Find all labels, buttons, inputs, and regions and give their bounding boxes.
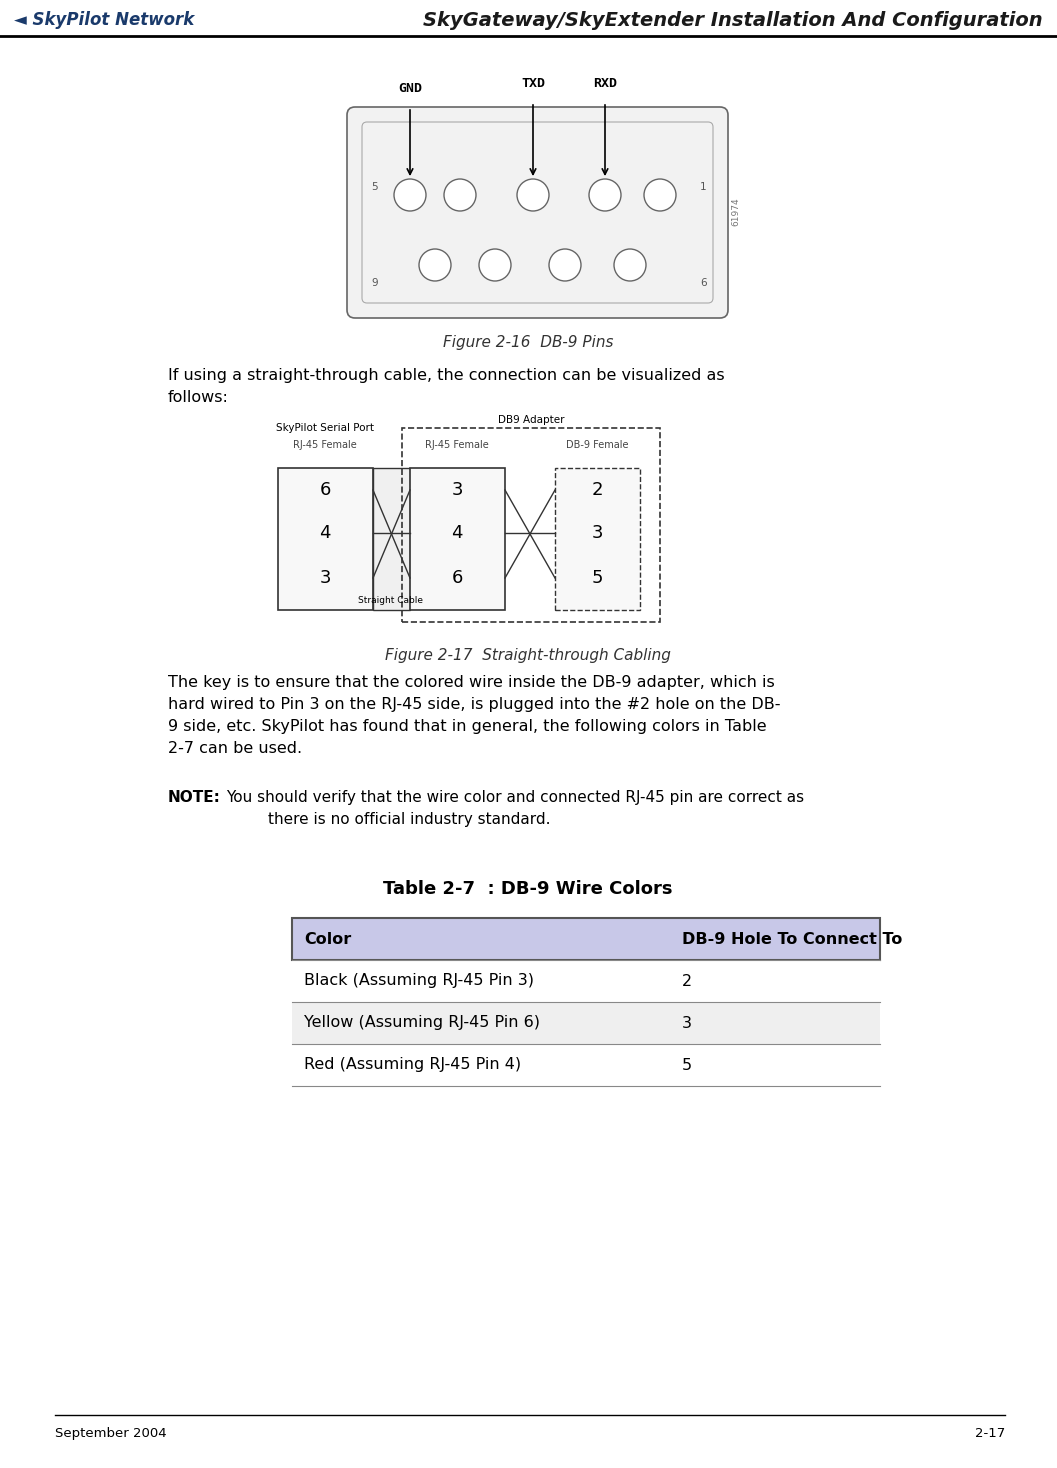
Text: 9 side, etc. SkyPilot has found that in general, the following colors in Table: 9 side, etc. SkyPilot has found that in …: [168, 719, 766, 734]
Circle shape: [479, 250, 511, 280]
Text: Black (Assuming RJ-45 Pin 3): Black (Assuming RJ-45 Pin 3): [304, 973, 534, 988]
Text: 5: 5: [682, 1057, 692, 1073]
Text: TXD: TXD: [521, 76, 545, 90]
FancyBboxPatch shape: [410, 468, 505, 611]
FancyBboxPatch shape: [373, 468, 410, 611]
Text: You should verify that the wire color and connected RJ-45 pin are correct as: You should verify that the wire color an…: [226, 790, 804, 804]
Text: Color: Color: [304, 932, 351, 947]
Text: Figure 2-16  DB-9 Pins: Figure 2-16 DB-9 Pins: [443, 335, 613, 349]
Text: 5: 5: [371, 182, 377, 192]
FancyBboxPatch shape: [292, 918, 880, 960]
Text: 5: 5: [591, 570, 602, 587]
Circle shape: [589, 179, 622, 211]
Circle shape: [614, 250, 646, 280]
Text: DB-9 Female: DB-9 Female: [565, 440, 628, 451]
Text: 2: 2: [682, 973, 692, 988]
Text: RJ-45 Female: RJ-45 Female: [425, 440, 489, 451]
FancyBboxPatch shape: [361, 122, 713, 302]
Circle shape: [419, 250, 451, 280]
Text: 2-7 can be used.: 2-7 can be used.: [168, 741, 302, 756]
Text: 3: 3: [319, 570, 331, 587]
Circle shape: [444, 179, 476, 211]
Text: 3: 3: [682, 1016, 692, 1031]
Text: 6: 6: [700, 277, 707, 288]
Text: 6: 6: [319, 482, 331, 499]
FancyBboxPatch shape: [347, 107, 728, 319]
FancyBboxPatch shape: [292, 1003, 880, 1044]
FancyBboxPatch shape: [555, 468, 639, 611]
Text: If using a straight-through cable, the connection can be visualized as: If using a straight-through cable, the c…: [168, 368, 725, 383]
Text: September 2004: September 2004: [55, 1427, 167, 1440]
Text: hard wired to Pin 3 on the RJ-45 side, is plugged into the #2 hole on the DB-: hard wired to Pin 3 on the RJ-45 side, i…: [168, 697, 780, 712]
Text: Figure 2-17  Straight-through Cabling: Figure 2-17 Straight-through Cabling: [385, 647, 671, 664]
FancyBboxPatch shape: [278, 468, 373, 611]
Text: RJ-45 Female: RJ-45 Female: [293, 440, 357, 451]
Text: GND: GND: [398, 82, 422, 95]
Text: RXD: RXD: [593, 76, 617, 90]
Text: 2-17: 2-17: [975, 1427, 1005, 1440]
Text: 1: 1: [700, 182, 707, 192]
Circle shape: [644, 179, 676, 211]
Text: 2: 2: [591, 482, 602, 499]
FancyBboxPatch shape: [292, 960, 880, 1003]
FancyBboxPatch shape: [292, 1044, 880, 1086]
Text: ◄ SkyPilot Network: ◄ SkyPilot Network: [14, 10, 194, 29]
Text: there is no official industry standard.: there is no official industry standard.: [268, 812, 551, 826]
Text: Straight Cable: Straight Cable: [358, 596, 424, 605]
Text: NOTE:: NOTE:: [168, 790, 221, 804]
Text: 4: 4: [319, 524, 331, 542]
Text: 6: 6: [451, 570, 463, 587]
Text: 3: 3: [451, 482, 463, 499]
Circle shape: [517, 179, 549, 211]
Text: The key is to ensure that the colored wire inside the DB-9 adapter, which is: The key is to ensure that the colored wi…: [168, 675, 775, 690]
Text: 4: 4: [451, 524, 463, 542]
Text: 61974: 61974: [731, 198, 741, 226]
Text: Red (Assuming RJ-45 Pin 4): Red (Assuming RJ-45 Pin 4): [304, 1057, 521, 1073]
Text: 9: 9: [371, 277, 377, 288]
Circle shape: [394, 179, 426, 211]
Circle shape: [549, 250, 581, 280]
Text: DB9 Adapter: DB9 Adapter: [498, 415, 564, 426]
Text: Yellow (Assuming RJ-45 Pin 6): Yellow (Assuming RJ-45 Pin 6): [304, 1016, 540, 1031]
Text: Table 2-7  : DB-9 Wire Colors: Table 2-7 : DB-9 Wire Colors: [384, 879, 672, 898]
Text: DB-9 Hole To Connect To: DB-9 Hole To Connect To: [682, 932, 903, 947]
Text: 3: 3: [591, 524, 602, 542]
Text: follows:: follows:: [168, 390, 229, 405]
Text: SkyGateway/SkyExtender Installation And Configuration: SkyGateway/SkyExtender Installation And …: [424, 10, 1043, 29]
Text: SkyPilot Serial Port: SkyPilot Serial Port: [276, 423, 374, 433]
